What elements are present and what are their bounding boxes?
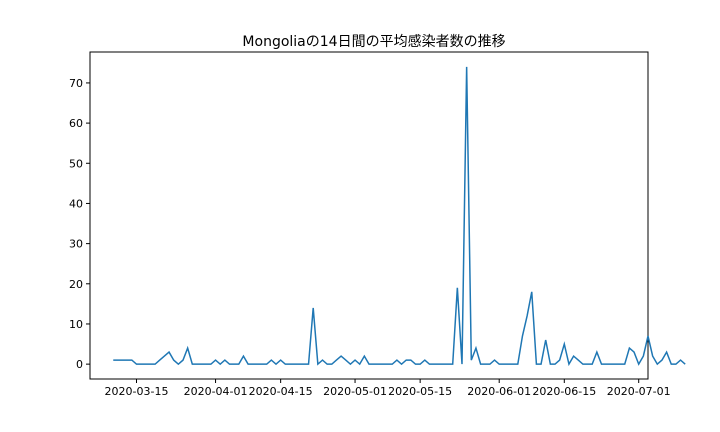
y-tick-label: 50	[69, 157, 83, 170]
y-tick-label: 70	[69, 77, 83, 90]
y-tick-label: 40	[69, 197, 83, 210]
y-axis: 0 10 20 30 40 50 60 70	[69, 77, 90, 371]
x-tick-label: 2020-06-15	[532, 385, 596, 398]
y-tick-label: 30	[69, 238, 83, 251]
x-tick-label: 2020-03-15	[105, 385, 169, 398]
y-tick-label: 20	[69, 278, 83, 291]
series-line	[113, 66, 686, 367]
x-tick-label: 2020-05-01	[323, 385, 387, 398]
x-tick-label: 2020-07-01	[607, 385, 671, 398]
x-tick-label: 2020-04-01	[184, 385, 248, 398]
x-tick-label: 2020-04-15	[249, 385, 313, 398]
x-tick-label: 2020-05-15	[388, 385, 452, 398]
x-axis: 2020-03-15 2020-04-01 2020-04-15 2020-05-01…	[105, 379, 671, 398]
y-tick-label: 10	[69, 318, 83, 331]
y-tick-label: 60	[69, 117, 83, 130]
x-tick-label: 2020-06-01	[467, 385, 531, 398]
plot-frame	[89, 51, 649, 380]
y-tick-label: 0	[76, 358, 83, 371]
chart-title: Mongoliaの14日間の平均感染者数の推移	[242, 33, 505, 50]
